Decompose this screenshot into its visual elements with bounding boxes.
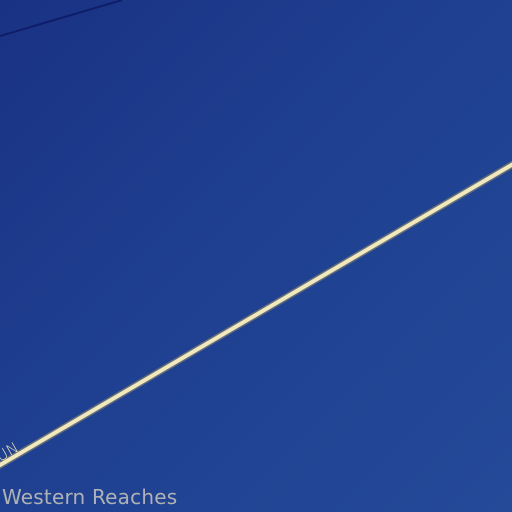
boundary-line xyxy=(0,0,123,37)
region-label: Western Reaches xyxy=(2,485,178,509)
route-line[interactable] xyxy=(0,160,512,468)
